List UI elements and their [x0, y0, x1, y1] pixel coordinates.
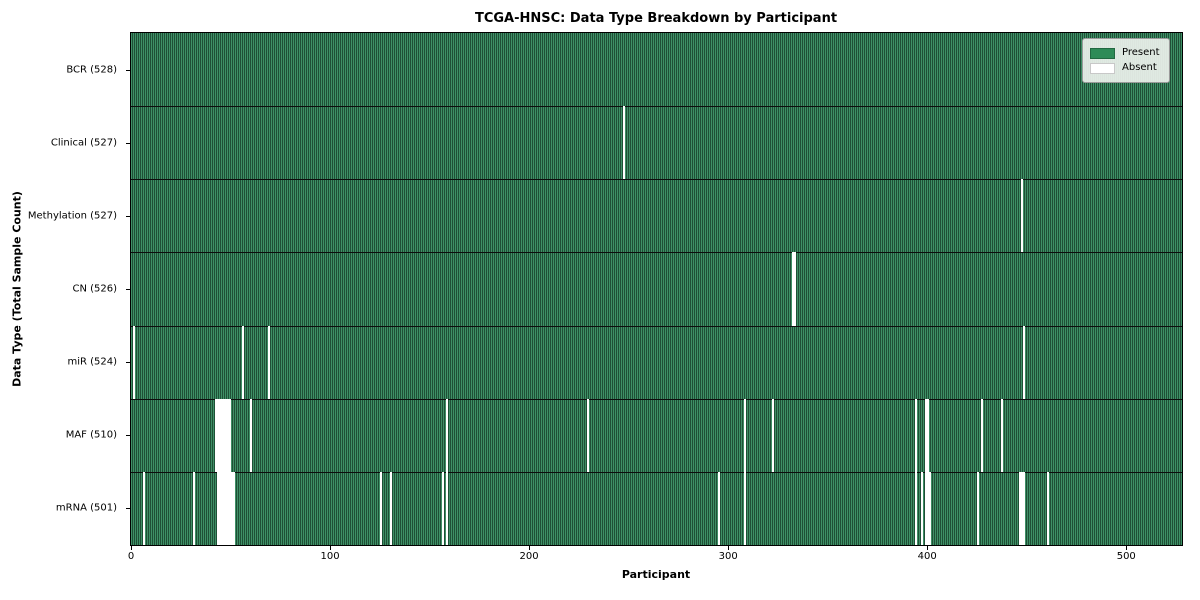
y-tick-label: Clinical (527): [50, 137, 117, 149]
x-tick-label: 500: [1116, 551, 1136, 562]
legend-item-absent: Absent: [1090, 62, 1160, 74]
y-tick-label: mRNA (501): [55, 502, 117, 514]
absent-marker: [915, 471, 918, 545]
absent-marker: [445, 398, 448, 472]
absent-marker: [980, 398, 983, 472]
absent-marker: [1022, 471, 1025, 545]
absent-marker: [927, 471, 930, 545]
y-tick-label: CN (526): [72, 283, 117, 295]
absent-marker: [220, 398, 223, 472]
legend-item-present: Present: [1090, 47, 1160, 59]
absent-marker: [228, 471, 231, 545]
x-tick-label: 300: [718, 551, 738, 562]
x-tick: [728, 546, 730, 550]
absent-marker: [218, 471, 221, 545]
absent-marker: [226, 471, 229, 545]
x-tick: [529, 546, 531, 550]
y-tick: [126, 142, 130, 144]
absent-marker: [1020, 471, 1023, 545]
absent-marker: [771, 398, 774, 472]
row-divider: [131, 325, 1182, 327]
absent-marker: [222, 471, 225, 545]
legend-label-absent: Absent: [1122, 62, 1157, 73]
y-tick: [126, 69, 130, 71]
row-divider: [131, 179, 1182, 181]
absent-marker: [744, 398, 747, 472]
absent-marker: [142, 471, 145, 545]
x-tick-label: 400: [917, 551, 937, 562]
y-tick: [126, 362, 130, 364]
absent-marker: [268, 325, 271, 399]
absent-marker: [925, 471, 928, 545]
y-tick: [126, 508, 130, 510]
absent-marker: [218, 398, 221, 472]
absent-marker: [132, 325, 135, 399]
absent-marker: [744, 471, 747, 545]
absent-marker: [224, 398, 227, 472]
absent-marker: [976, 471, 979, 545]
absent-marker: [226, 398, 229, 472]
absent-marker: [586, 398, 589, 472]
absent-marker: [929, 471, 932, 545]
absent-marker: [224, 471, 227, 545]
absent-marker: [445, 471, 448, 545]
x-axis-label: Participant: [621, 568, 691, 581]
absent-marker: [216, 471, 219, 545]
row-divider: [131, 398, 1182, 400]
absent-marker: [1046, 471, 1049, 545]
absent-marker: [441, 471, 444, 545]
absent-marker: [718, 471, 721, 545]
x-tick: [330, 546, 332, 550]
absent-marker: [216, 398, 219, 472]
absent-marker: [220, 471, 223, 545]
present-swatch-icon: [1090, 47, 1115, 59]
y-tick: [126, 289, 130, 290]
absent-marker: [232, 471, 235, 545]
absent-marker: [791, 252, 794, 326]
row-divider: [131, 106, 1182, 108]
absent-marker: [622, 106, 625, 180]
absent-marker: [228, 398, 231, 472]
absent-marker: [1018, 471, 1021, 545]
x-tick: [927, 546, 929, 550]
absent-marker: [192, 471, 195, 545]
x-tick: [1126, 546, 1128, 550]
absent-marker: [925, 398, 928, 472]
x-tick-label: 0: [127, 551, 135, 562]
absent-marker: [250, 398, 253, 472]
x-tick: [131, 546, 132, 550]
row-divider: [131, 252, 1182, 254]
y-tick-label: BCR (528): [66, 64, 117, 76]
absent-marker: [921, 471, 924, 545]
x-tick-label: 200: [519, 551, 539, 562]
absent-marker: [915, 398, 918, 472]
absent-marker: [222, 398, 225, 472]
legend-label-present: Present: [1122, 47, 1160, 58]
legend: Present Absent: [1082, 38, 1170, 83]
absent-marker: [389, 471, 392, 545]
absent-swatch-icon: [1090, 62, 1115, 74]
y-tick: [126, 435, 130, 437]
y-tick-label: MAF (510): [65, 429, 117, 441]
absent-marker: [793, 252, 796, 326]
absent-marker: [242, 325, 245, 399]
absent-marker: [1022, 325, 1025, 399]
absent-marker: [927, 398, 930, 472]
absent-marker: [214, 398, 217, 472]
absent-marker: [230, 471, 233, 545]
y-tick-label: Methylation (527): [27, 210, 117, 222]
absent-marker: [379, 471, 382, 545]
absent-marker: [1020, 179, 1023, 253]
y-tick-label: miR (524): [67, 356, 117, 368]
x-tick-label: 100: [320, 551, 340, 562]
plot-area: [130, 32, 1183, 546]
row-divider: [131, 471, 1182, 473]
absent-marker: [1000, 398, 1003, 472]
chart-title: TCGA-HNSC: Data Type Breakdown by Partic…: [474, 11, 838, 26]
y-tick: [126, 215, 130, 217]
